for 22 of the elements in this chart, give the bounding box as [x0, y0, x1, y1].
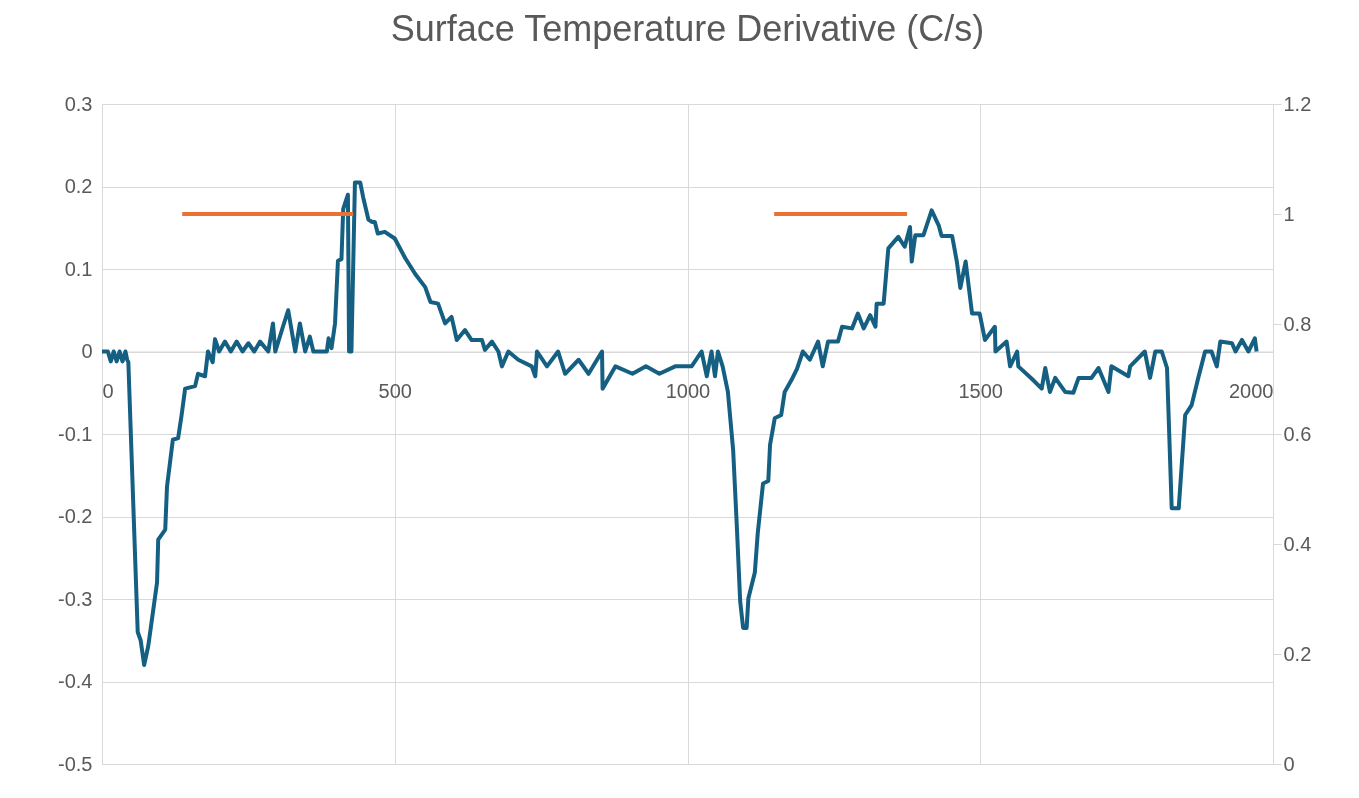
chart-title: Surface Temperature Derivative (C/s) — [390, 8, 985, 49]
y2-tick-label: 0 — [1283, 752, 1295, 775]
y2-tick-label: 0.4 — [1283, 532, 1312, 555]
y-tick-label: 0.1 — [64, 257, 93, 280]
y2-tick-label: 1 — [1283, 202, 1295, 225]
x-tick-label: 500 — [378, 380, 412, 402]
y-tick-label: -0.5 — [58, 752, 93, 775]
y-tick-label: -0.2 — [58, 505, 93, 527]
y2-tick-label: 0.2 — [1283, 642, 1312, 665]
y2-tick-label: 0.8 — [1283, 312, 1312, 335]
x-tick-label: 1000 — [665, 380, 711, 402]
x-tick-label: 1500 — [958, 380, 1003, 402]
x-tick-label: 0 — [102, 380, 114, 402]
y-tick-label: 0.2 — [64, 175, 93, 197]
y-tick-label: -0.3 — [58, 587, 93, 610]
y2-tick-label: 1.2 — [1283, 92, 1312, 115]
y-tick-label: -0.1 — [58, 422, 93, 445]
y-tick-label: 0.3 — [64, 92, 93, 115]
y-tick-label: 0 — [81, 340, 93, 362]
x-tick-label: 2000 — [1229, 380, 1274, 402]
y2-tick-label: 0.6 — [1283, 422, 1312, 445]
y-tick-label: -0.4 — [58, 670, 93, 692]
